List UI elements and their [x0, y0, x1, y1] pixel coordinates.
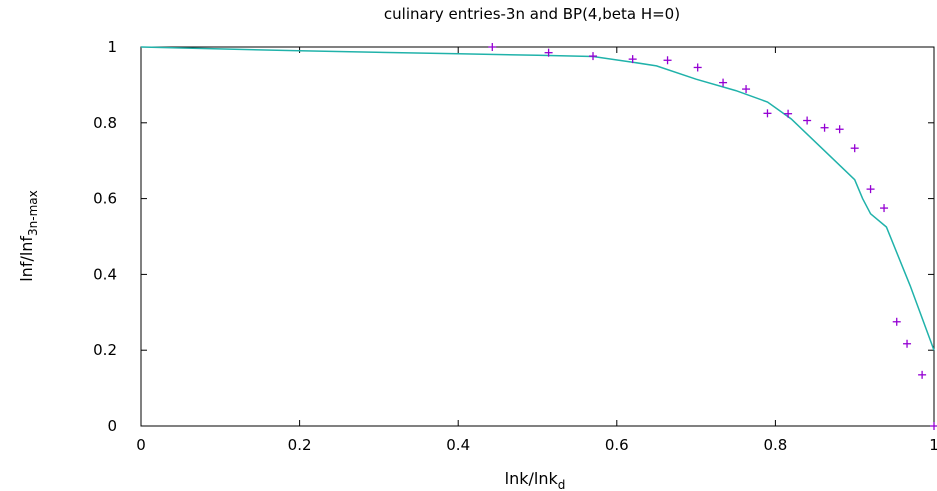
x-tick-label: 0.4 [446, 436, 470, 454]
y-axis-title: lnf/lnf3n-max [17, 190, 40, 282]
data-point-marker [880, 204, 889, 213]
y-tick-label: 0.2 [93, 341, 117, 359]
data-point-marker [803, 116, 812, 125]
data-point-marker [930, 422, 937, 430]
data-point-marker [742, 85, 751, 94]
x-tick-label: 1 [929, 436, 937, 454]
data-point-marker [850, 144, 859, 153]
y-tick-label: 0.6 [93, 190, 117, 208]
x-tick-label: 0.6 [605, 436, 629, 454]
data-point-marker [835, 125, 844, 134]
series-layer [140, 43, 937, 430]
data-point-marker [820, 123, 829, 132]
x-tick-label: 0 [136, 436, 146, 454]
x-axis-title: lnk/lnkd [505, 469, 566, 491]
y-axis-title-main: lnf/lnf [17, 236, 36, 282]
y-tick-label: 1 [107, 38, 117, 56]
data-point-marker [693, 63, 702, 72]
data-point-marker [763, 109, 772, 118]
data-point-marker [544, 48, 553, 57]
data-point-marker [892, 317, 901, 326]
data-point-marker [589, 52, 598, 61]
series-line [140, 46, 935, 351]
x-axis-title-sub: d [558, 478, 566, 491]
x-tick-label: 0.8 [763, 436, 787, 454]
data-point-marker [488, 43, 497, 51]
y-tick-label: 0 [107, 417, 117, 435]
x-axis-ticks: 0 0.2 0.4 0.6 0.8 1 [136, 47, 937, 454]
y-axis-ticks: 0 0.2 0.4 0.6 0.8 1 [93, 38, 934, 435]
data-point-marker [866, 185, 875, 194]
data-point-marker [784, 109, 793, 118]
data-point-marker [918, 370, 927, 379]
y-axis-title-sub: 3n-max [26, 190, 40, 236]
data-point-marker [719, 78, 728, 87]
data-point-marker [903, 339, 912, 348]
y-tick-label: 0.8 [93, 114, 117, 132]
x-axis-title-main: lnk/lnk [505, 469, 559, 488]
y-tick-label: 0.4 [93, 265, 117, 283]
x-tick-label: 0.2 [288, 436, 312, 454]
data-point-marker [663, 56, 672, 65]
chart-title: culinary entries-3n and BP(4,beta H=0) [384, 5, 680, 23]
data-point-marker [628, 55, 637, 64]
plot-border [140, 46, 935, 427]
plot-frame [140, 46, 935, 427]
